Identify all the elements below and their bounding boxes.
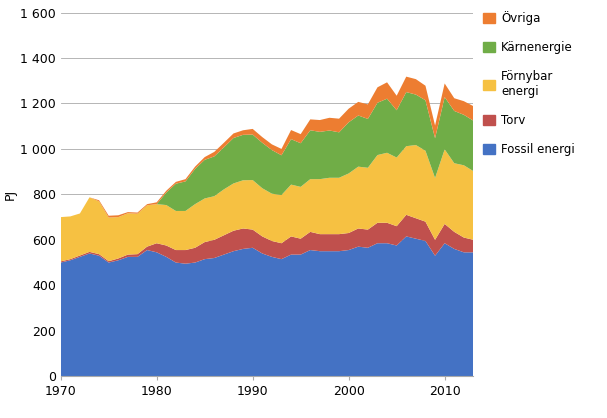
Legend: Övriga, Kärnenergie, Förnybar
energi, Torv, Fossil energi: Övriga, Kärnenergie, Förnybar energi, To… [484, 11, 575, 156]
Y-axis label: PJ: PJ [4, 189, 17, 200]
